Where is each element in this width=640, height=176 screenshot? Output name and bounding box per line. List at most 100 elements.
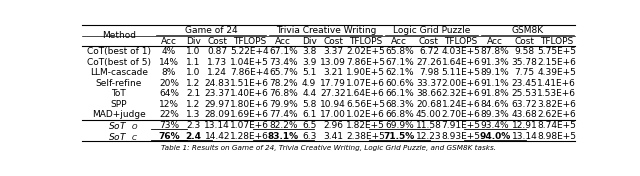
Text: $\mathit{O}$: $\mathit{O}$ <box>131 122 138 131</box>
Text: 87.8%: 87.8% <box>481 47 509 56</box>
Text: 1.1: 1.1 <box>186 58 200 67</box>
Text: 73.4%: 73.4% <box>269 58 298 67</box>
Text: 6.72: 6.72 <box>419 47 439 56</box>
Text: 64%: 64% <box>159 89 179 98</box>
Text: 5.22E+4: 5.22E+4 <box>230 47 269 56</box>
Text: 35.78: 35.78 <box>511 58 538 67</box>
Text: 7.86E+5: 7.86E+5 <box>346 58 385 67</box>
Text: 1.04E+5: 1.04E+5 <box>230 58 269 67</box>
Text: 84.6%: 84.6% <box>481 100 509 109</box>
Text: 2.02E+5: 2.02E+5 <box>346 47 385 56</box>
Text: 71.5%: 71.5% <box>384 131 415 140</box>
Text: 14.42: 14.42 <box>205 131 230 140</box>
Text: Self-refine: Self-refine <box>95 79 142 88</box>
Text: 38.66: 38.66 <box>416 89 442 98</box>
Text: 9.58: 9.58 <box>515 47 534 56</box>
Text: Table 1: Results on Game of 24, Trivia Creative Writing, Logic Grid Puzzle, and : Table 1: Results on Game of 24, Trivia C… <box>161 145 496 151</box>
Text: 1.07E+6: 1.07E+6 <box>346 79 385 88</box>
Text: 78.2%: 78.2% <box>269 79 298 88</box>
Text: 66.8%: 66.8% <box>385 110 413 119</box>
Text: 93.4%: 93.4% <box>481 121 509 130</box>
Text: 22%: 22% <box>159 110 179 119</box>
Text: 7.75: 7.75 <box>515 68 534 77</box>
Text: 2.62E+6: 2.62E+6 <box>538 110 576 119</box>
Text: 4.4: 4.4 <box>302 89 316 98</box>
Text: 1.64E+6: 1.64E+6 <box>346 89 385 98</box>
Text: 1.40E+6: 1.40E+6 <box>230 89 269 98</box>
Text: CoT(best of 1): CoT(best of 1) <box>87 47 151 56</box>
Text: 69.9%: 69.9% <box>385 121 413 130</box>
Text: 27.32: 27.32 <box>321 89 346 98</box>
Text: 8.93E+5: 8.93E+5 <box>442 131 481 140</box>
Text: 1.24: 1.24 <box>207 68 227 77</box>
Text: Div: Div <box>186 36 200 46</box>
Text: 7.86E+4: 7.86E+4 <box>230 68 269 77</box>
Text: 1.41E+6: 1.41E+6 <box>538 79 576 88</box>
Text: 1.3: 1.3 <box>186 110 200 119</box>
Text: 8%: 8% <box>162 68 176 77</box>
Text: 2.00E+6: 2.00E+6 <box>442 79 481 88</box>
Text: 68.3%: 68.3% <box>385 100 413 109</box>
Text: 13.09: 13.09 <box>321 58 346 67</box>
Text: 11.58: 11.58 <box>416 121 442 130</box>
Text: 91.1%: 91.1% <box>481 79 509 88</box>
Text: 89.1%: 89.1% <box>481 68 509 77</box>
Text: LLM-cascade: LLM-cascade <box>90 68 148 77</box>
Text: 2.4: 2.4 <box>185 131 201 140</box>
Text: 3.41: 3.41 <box>323 131 343 140</box>
Text: 5.75E+5: 5.75E+5 <box>537 47 576 56</box>
Text: Cost: Cost <box>419 36 439 46</box>
Text: 45.00: 45.00 <box>416 110 442 119</box>
Text: TFLOPS: TFLOPS <box>349 36 382 46</box>
Text: Logic Grid Puzzle: Logic Grid Puzzle <box>393 26 470 35</box>
Text: 5.1: 5.1 <box>302 68 316 77</box>
Text: 25.53: 25.53 <box>511 89 538 98</box>
Text: 62.1%: 62.1% <box>385 68 413 77</box>
Text: 4.9: 4.9 <box>302 79 316 88</box>
Text: 6.1: 6.1 <box>302 110 316 119</box>
Text: 79.9%: 79.9% <box>269 100 298 109</box>
Text: 1.28E+6: 1.28E+6 <box>230 131 269 140</box>
Text: 23.45: 23.45 <box>512 79 538 88</box>
Text: 17.00: 17.00 <box>321 110 346 119</box>
Text: $\mathbf{\mathit{SoT}}$: $\mathbf{\mathit{SoT}}$ <box>108 130 127 142</box>
Text: Cost: Cost <box>515 36 534 46</box>
Text: $\mathbf{\mathit{C}}$: $\mathbf{\mathit{C}}$ <box>131 133 138 142</box>
Text: SPP: SPP <box>111 100 127 109</box>
Text: Cost: Cost <box>207 36 227 46</box>
Text: 91.8%: 91.8% <box>481 89 509 98</box>
Text: Acc: Acc <box>161 36 177 46</box>
Text: 3.8: 3.8 <box>302 47 316 56</box>
Text: 43.68: 43.68 <box>511 110 538 119</box>
Text: 2.32E+6: 2.32E+6 <box>442 89 481 98</box>
Text: 94.0%: 94.0% <box>479 131 511 140</box>
Text: 2.1: 2.1 <box>186 89 200 98</box>
Text: 2.70E+6: 2.70E+6 <box>442 110 481 119</box>
Text: 1.0: 1.0 <box>186 68 200 77</box>
Text: 14%: 14% <box>159 58 179 67</box>
Text: TFLOPS: TFLOPS <box>233 36 266 46</box>
Text: Game of 24: Game of 24 <box>185 26 237 35</box>
Text: Div: Div <box>301 36 317 46</box>
Text: 67.1%: 67.1% <box>269 47 298 56</box>
Text: 66.1%: 66.1% <box>385 89 413 98</box>
Text: 12%: 12% <box>159 100 179 109</box>
Text: 23.37: 23.37 <box>204 89 230 98</box>
Text: 65.8%: 65.8% <box>385 47 413 56</box>
Text: 1.73: 1.73 <box>207 58 227 67</box>
Text: 1.64E+6: 1.64E+6 <box>442 58 481 67</box>
Text: 1.02E+6: 1.02E+6 <box>346 110 385 119</box>
Text: 82.2%: 82.2% <box>269 121 298 130</box>
Text: 1.2: 1.2 <box>186 100 200 109</box>
Text: ToT: ToT <box>111 89 126 98</box>
Text: 13.14: 13.14 <box>511 131 538 140</box>
Text: Acc: Acc <box>392 36 408 46</box>
Text: 2.3: 2.3 <box>186 121 200 130</box>
Text: 1.82E+5: 1.82E+5 <box>346 121 385 130</box>
Text: Acc: Acc <box>487 36 503 46</box>
Text: Method: Method <box>102 31 136 40</box>
Text: 73%: 73% <box>159 121 179 130</box>
Text: 2.96: 2.96 <box>323 121 343 130</box>
Text: TFLOPS: TFLOPS <box>540 36 573 46</box>
Text: 2.38E+5: 2.38E+5 <box>346 131 385 140</box>
